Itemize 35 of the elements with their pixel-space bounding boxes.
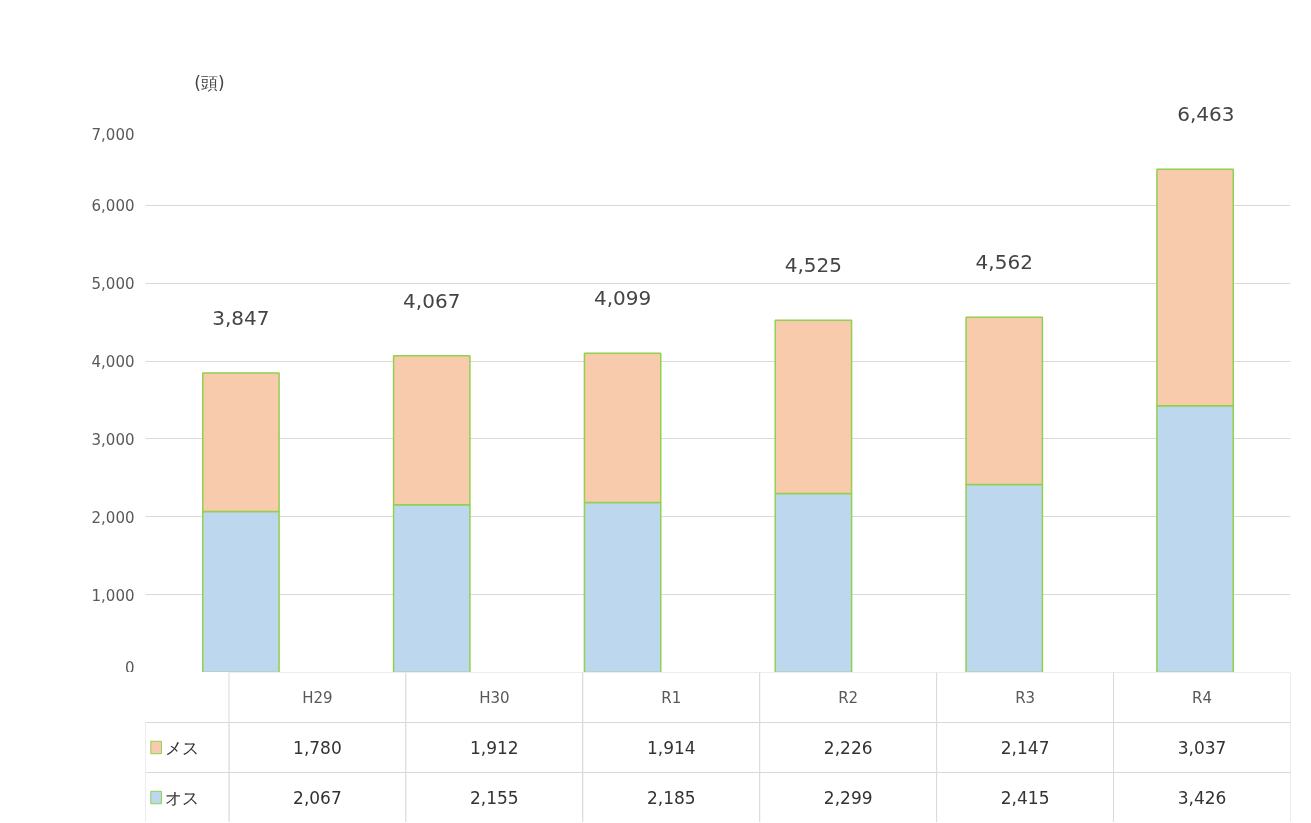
total-label: 4,067 [403, 288, 461, 313]
y-tick-label: 6,000 [91, 197, 135, 216]
data-label: 2,299 [823, 788, 873, 808]
total-label: 4,562 [975, 250, 1033, 275]
data-label: 3,037 [1177, 738, 1227, 758]
x-tick-label: R2 [838, 688, 859, 707]
y-tick-label: 2,000 [91, 508, 135, 527]
data-label: 2,067 [293, 788, 342, 808]
data-label: 1,780 [293, 738, 342, 758]
y-tick-label: 0 [124, 658, 135, 677]
data-label: 3,426 [1177, 788, 1227, 808]
x-tick-label: R4 [1192, 688, 1213, 707]
data-label: 1,912 [470, 738, 519, 758]
data-label: 2,147 [1000, 738, 1050, 758]
x-tick-label: R3 [1015, 688, 1036, 707]
total-label: 4,525 [784, 253, 843, 278]
data-label: 2,226 [823, 738, 873, 758]
total-label: 3,847 [212, 305, 270, 330]
y-tick-label: 1,000 [91, 586, 135, 605]
y-tick-label: 5,000 [91, 275, 135, 294]
x-tick-label: H29 [302, 688, 333, 707]
y-tick-label: 4,000 [91, 353, 135, 372]
y-tick-label: 3,000 [91, 430, 135, 449]
data-label: 2,185 [646, 788, 696, 808]
data-label: 2,415 [1000, 788, 1050, 808]
legend-label: メス [164, 737, 199, 758]
x-tick-label: H30 [479, 688, 510, 707]
legend-label: オス [164, 787, 199, 808]
data-label: 1,914 [646, 738, 696, 758]
total-label: 4,099 [593, 286, 652, 311]
data-label: 2,155 [470, 788, 519, 808]
y-tick-label: 7,000 [91, 125, 135, 144]
x-tick-label: R1 [661, 688, 682, 707]
total-label: 6,463 [1177, 102, 1235, 127]
y-axis-title: (頭) [194, 72, 225, 93]
